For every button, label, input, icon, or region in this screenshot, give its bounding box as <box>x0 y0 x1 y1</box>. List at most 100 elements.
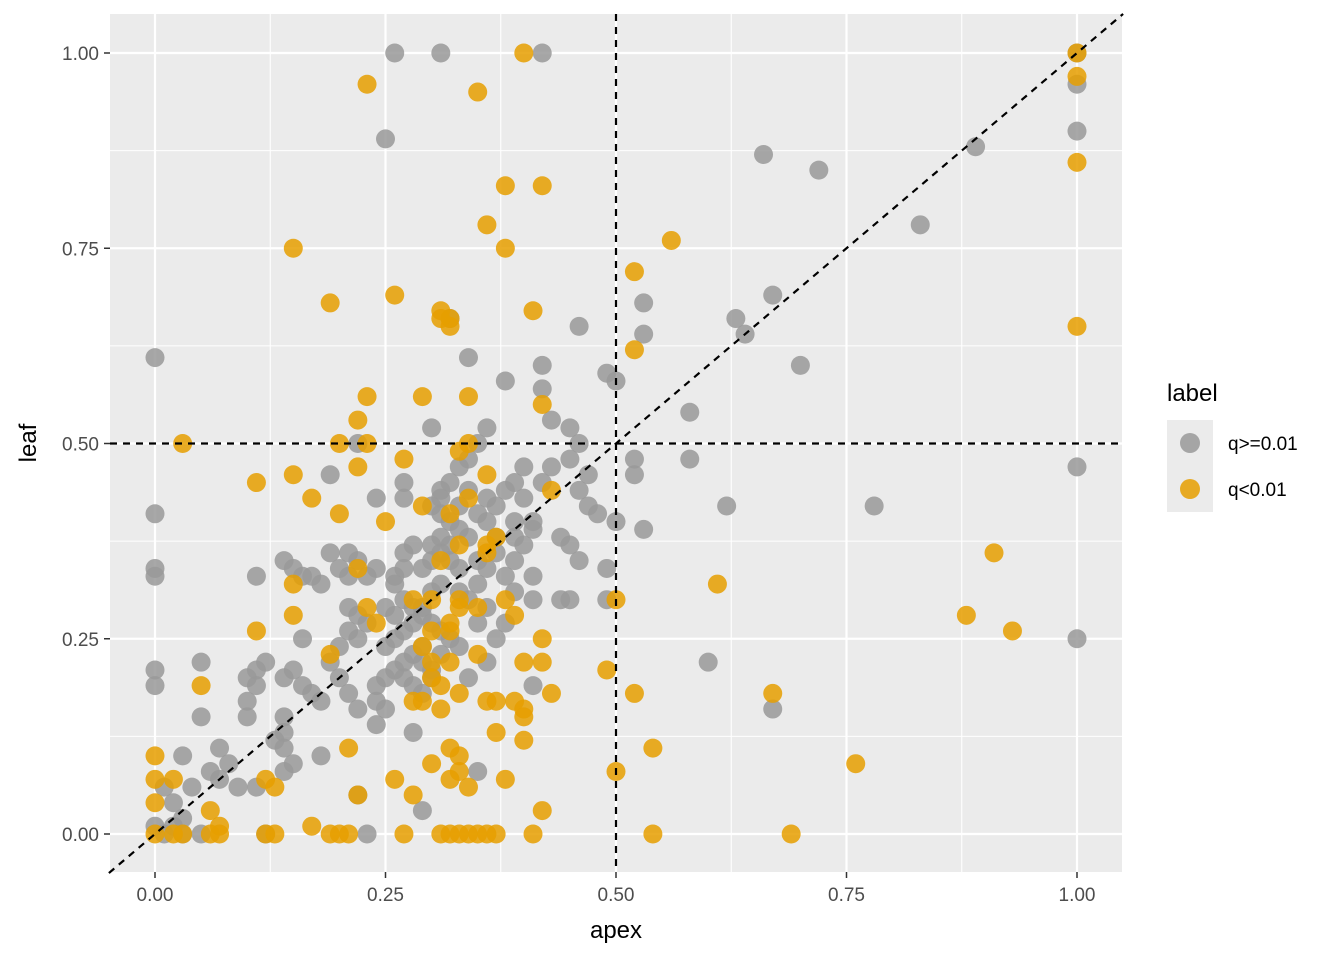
point-orange <box>477 535 497 555</box>
point-orange <box>394 449 414 469</box>
point-orange <box>468 598 488 618</box>
point-grey <box>486 629 506 649</box>
point-grey <box>385 43 405 63</box>
point-orange <box>523 824 543 844</box>
point-orange <box>523 301 543 321</box>
point-grey <box>468 504 488 524</box>
point-orange <box>357 598 377 618</box>
point-grey <box>532 355 552 375</box>
point-grey <box>495 480 515 500</box>
point-orange <box>431 309 451 329</box>
point-orange <box>412 637 432 657</box>
y-tick-label: 0.50 <box>62 435 99 456</box>
point-grey <box>376 637 395 657</box>
point-grey <box>237 707 257 727</box>
point-grey <box>790 355 810 375</box>
point-grey <box>569 551 589 571</box>
legend-key-grey <box>1180 433 1200 453</box>
point-grey <box>394 543 414 563</box>
point-orange <box>514 707 534 727</box>
point-orange <box>348 410 368 430</box>
point-grey <box>468 762 488 782</box>
point-grey <box>339 621 359 641</box>
point-orange <box>357 74 377 94</box>
point-grey <box>864 496 884 516</box>
point-grey <box>385 574 405 594</box>
point-grey <box>422 418 442 438</box>
point-grey <box>458 348 478 368</box>
point-orange <box>449 683 469 703</box>
point-orange <box>200 824 220 844</box>
point-grey <box>274 738 294 758</box>
point-grey <box>523 590 543 610</box>
point-grey <box>763 285 783 305</box>
x-axis-title: apex <box>590 917 642 944</box>
point-orange <box>458 488 478 508</box>
legend-label-1: q>=0.01 <box>1228 434 1298 455</box>
point-orange <box>422 754 442 774</box>
point-orange <box>440 613 460 633</box>
point-orange <box>1067 66 1087 86</box>
point-grey <box>191 652 211 672</box>
point-orange <box>357 434 377 453</box>
point-grey <box>680 449 700 469</box>
point-grey <box>458 668 478 688</box>
point-orange <box>1002 621 1022 641</box>
point-orange <box>532 652 552 672</box>
point-orange <box>514 730 534 750</box>
point-orange <box>477 215 497 235</box>
point-orange <box>486 722 506 742</box>
point-orange <box>163 769 183 789</box>
point-grey <box>514 488 534 508</box>
point-orange <box>329 434 349 453</box>
point-grey <box>505 527 525 547</box>
point-grey <box>809 160 829 180</box>
point-grey <box>468 574 488 594</box>
point-orange <box>394 824 414 844</box>
point-orange <box>477 465 497 485</box>
point-grey <box>182 777 202 797</box>
point-grey <box>551 590 571 610</box>
point-orange <box>302 488 322 508</box>
point-grey <box>320 543 340 563</box>
point-orange <box>329 504 349 524</box>
point-grey <box>256 652 276 672</box>
point-grey <box>523 519 543 539</box>
point-orange <box>763 683 783 703</box>
point-orange <box>145 746 165 766</box>
point-grey <box>145 504 165 524</box>
x-tick-label: 0.50 <box>598 885 635 906</box>
x-tick-label: 0.00 <box>137 885 174 906</box>
point-orange <box>846 754 866 774</box>
point-orange <box>449 598 469 618</box>
point-grey <box>717 496 737 516</box>
point-grey <box>468 613 488 633</box>
point-grey <box>532 43 552 63</box>
point-grey <box>237 691 257 711</box>
point-orange <box>486 691 506 711</box>
point-orange <box>403 785 423 805</box>
point-grey <box>246 566 266 586</box>
point-orange <box>495 590 515 610</box>
point-orange <box>339 824 359 844</box>
point-orange <box>956 605 976 625</box>
point-grey <box>541 457 561 477</box>
point-grey <box>394 488 414 508</box>
point-grey <box>680 402 700 422</box>
legend: label q>=0.01 q<0.01 <box>1167 380 1298 512</box>
point-orange <box>320 293 340 313</box>
point-grey <box>431 488 451 508</box>
point-orange <box>376 512 395 532</box>
point-orange <box>348 785 368 805</box>
series-q-lt-0-01 <box>145 43 1087 844</box>
point-grey <box>578 465 598 485</box>
point-orange <box>505 605 525 625</box>
point-orange <box>532 176 552 196</box>
point-grey <box>376 699 395 719</box>
point-grey <box>145 676 165 696</box>
y-tick-label: 0.75 <box>62 239 99 260</box>
point-grey <box>495 371 515 391</box>
point-grey <box>624 449 644 469</box>
point-orange <box>532 629 552 649</box>
